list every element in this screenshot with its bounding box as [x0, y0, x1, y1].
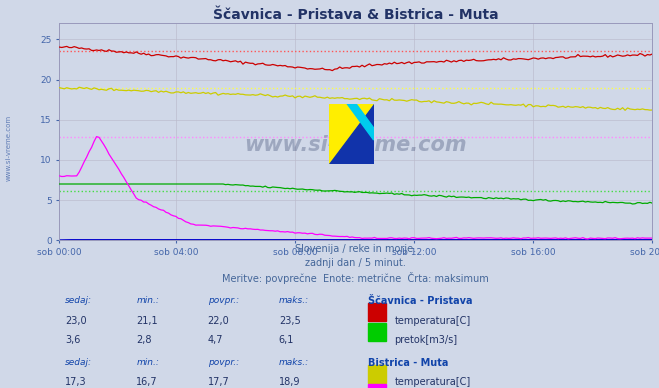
Text: maks.:: maks.: [279, 358, 309, 367]
Text: 4,7: 4,7 [208, 336, 223, 345]
Text: www.si-vreme.com: www.si-vreme.com [5, 114, 12, 180]
Bar [368, 385, 386, 388]
Text: 3,6: 3,6 [65, 336, 80, 345]
Text: 21,1: 21,1 [136, 316, 158, 326]
Text: 17,3: 17,3 [65, 378, 87, 388]
Text: www.si-vreme.com: www.si-vreme.com [244, 135, 467, 155]
Text: min.:: min.: [136, 296, 159, 305]
Text: 16,7: 16,7 [136, 378, 158, 388]
Text: 6,1: 6,1 [279, 336, 294, 345]
Text: sedaj:: sedaj: [65, 296, 92, 305]
Bar [368, 303, 386, 321]
Text: zadnji dan / 5 minut.: zadnji dan / 5 minut. [305, 258, 407, 268]
Text: 23,0: 23,0 [65, 316, 87, 326]
Text: sedaj:: sedaj: [65, 358, 92, 367]
Text: min.:: min.: [136, 358, 159, 367]
Text: Ščavnica - Pristava: Ščavnica - Pristava [368, 296, 473, 306]
Text: maks.:: maks.: [279, 296, 309, 305]
Text: Meritve: povprečne  Enote: metrične  Črta: maksimum: Meritve: povprečne Enote: metrične Črta:… [223, 272, 489, 284]
Text: 17,7: 17,7 [208, 378, 229, 388]
Text: temperatura[C]: temperatura[C] [395, 316, 471, 326]
Text: pretok[m3/s]: pretok[m3/s] [395, 336, 457, 345]
Text: povpr.:: povpr.: [208, 296, 239, 305]
Text: 2,8: 2,8 [136, 336, 152, 345]
Title: Ščavnica - Pristava & Bistrica - Muta: Ščavnica - Pristava & Bistrica - Muta [213, 8, 499, 22]
Text: Bistrica - Muta: Bistrica - Muta [368, 358, 448, 368]
Text: 22,0: 22,0 [208, 316, 229, 326]
Text: povpr.:: povpr.: [208, 358, 239, 367]
Bar [368, 365, 386, 383]
Text: 18,9: 18,9 [279, 378, 301, 388]
Text: 23,5: 23,5 [279, 316, 301, 326]
Bar [368, 323, 386, 341]
Text: Slovenija / reke in morje.: Slovenija / reke in morje. [295, 244, 416, 255]
Text: temperatura[C]: temperatura[C] [395, 378, 471, 388]
